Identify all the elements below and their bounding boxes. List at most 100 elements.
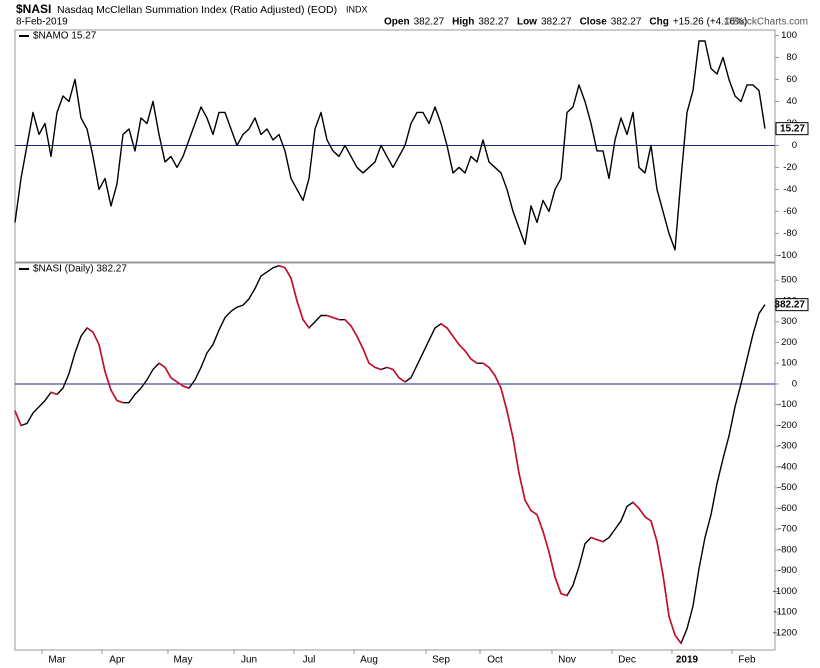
down-segment (386, 366, 394, 371)
down-segment (14, 410, 22, 427)
quote-label: Chg (649, 17, 668, 28)
down-segment (560, 592, 568, 597)
symbol: $NASI (16, 2, 51, 16)
down-segment (92, 331, 100, 346)
down-segment (278, 264, 286, 269)
down-segment (596, 538, 604, 543)
y-tick-label: -100 (778, 250, 797, 261)
quote-value: 382.27 (611, 17, 642, 28)
down-segment (512, 437, 520, 475)
y-tick-label: -600 (778, 503, 797, 514)
y-tick-label: 0 (792, 378, 797, 389)
x-tick-label: Feb (738, 655, 756, 666)
x-tick-label: Sep (432, 655, 450, 666)
x-tick-label: Aug (360, 655, 378, 666)
y-tick-label: -1200 (773, 628, 797, 639)
y-tick-label: -1000 (773, 586, 797, 597)
y-tick-label: -1100 (773, 607, 797, 618)
y-tick-label: -500 (778, 482, 797, 493)
down-segment (482, 362, 490, 369)
down-segment (548, 551, 556, 578)
down-segment (524, 499, 532, 512)
down-segment (374, 366, 382, 371)
panel-frame (14, 29, 776, 263)
description: Nasdaq McClellan Summation Index (Ratio … (57, 4, 337, 16)
y-tick-label: 200 (781, 337, 797, 348)
y-tick-label: 500 (781, 275, 797, 286)
down-segment (542, 530, 550, 553)
down-segment (356, 335, 364, 350)
x-tick-label: 2019 (676, 655, 699, 666)
down-segment (110, 389, 118, 402)
last-value-label: 15.27 (780, 123, 805, 134)
x-tick-label: Nov (558, 655, 576, 666)
down-segment (284, 266, 292, 279)
y-tick-label: -400 (778, 461, 797, 472)
down-segment (668, 615, 676, 636)
y-tick-label: 60 (786, 74, 797, 85)
quote-label: Low (517, 17, 537, 28)
down-segment (632, 501, 640, 510)
down-segment (182, 385, 190, 389)
down-segment (350, 325, 358, 338)
down-segment (554, 576, 562, 595)
last-value-box (775, 298, 809, 312)
down-segment (440, 322, 448, 329)
down-segment (464, 349, 472, 360)
legend-label: $NASI (Daily) 382.27 (33, 264, 127, 275)
quote-label: Open (384, 17, 410, 28)
y-tick-label: -300 (778, 441, 797, 452)
down-segment (50, 391, 58, 396)
y-tick-label: 40 (786, 96, 797, 107)
down-segment (170, 376, 178, 383)
down-segment (158, 362, 166, 369)
down-segment (398, 376, 406, 383)
down-segment (392, 368, 400, 379)
down-segment (332, 316, 340, 321)
x-tick-label: May (174, 655, 193, 666)
panel-frame (14, 262, 776, 651)
quote-value: 382.27 (414, 17, 445, 28)
y-tick-label: -900 (778, 565, 797, 576)
y-tick-label: -20 (783, 162, 797, 173)
down-segment (326, 314, 334, 319)
y-tick-label: -800 (778, 544, 797, 555)
x-tick-label: Oct (487, 655, 503, 666)
credit: ©StockCharts.com (724, 17, 808, 28)
down-segment (290, 277, 298, 302)
down-segment (506, 410, 514, 439)
down-segment (470, 358, 478, 365)
quote-label: High (452, 17, 474, 28)
x-tick-label: Apr (109, 655, 125, 666)
x-tick-label: Mar (48, 655, 66, 666)
y-tick-label: 100 (781, 30, 797, 41)
y-tick-label: -700 (778, 524, 797, 535)
down-segment (458, 343, 466, 352)
down-segment (518, 472, 526, 501)
legend-label: $NAMO 15.27 (33, 31, 97, 42)
down-segment (446, 327, 454, 338)
y-tick-label: -80 (783, 228, 797, 239)
down-segment (638, 507, 646, 518)
down-segment (656, 540, 664, 576)
date: 8-Feb-2019 (16, 17, 68, 28)
down-segment (296, 300, 304, 321)
y-tick-label: 100 (781, 358, 797, 369)
down-segment (164, 366, 172, 379)
quote-value: +15.26 (+4.16%) (673, 17, 748, 28)
down-segment (590, 536, 598, 541)
quote: Open 382.27 High 382.27 Low 382.27 Close 382.27… (384, 17, 747, 28)
last-value-label: 382.27 (774, 299, 805, 310)
line-series (14, 40, 766, 251)
down-segment (362, 347, 370, 365)
last-value-box (775, 122, 809, 136)
y-tick-label: -200 (778, 420, 797, 431)
x-tick-label: Jun (241, 655, 257, 666)
down-segment (674, 634, 682, 645)
down-segment (98, 343, 106, 373)
down-segment (650, 520, 658, 543)
y-tick-label: 80 (786, 52, 797, 63)
y-tick-label: 0 (792, 140, 797, 151)
